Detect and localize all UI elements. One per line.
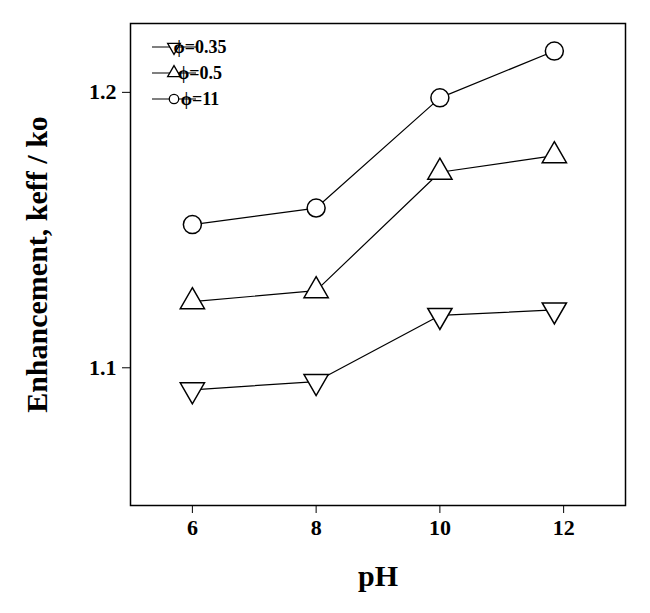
svg-text:ϕ=11: ϕ=11 bbox=[181, 89, 220, 109]
svg-text:12: 12 bbox=[553, 515, 575, 540]
svg-text:8: 8 bbox=[311, 515, 322, 540]
svg-text:Enhancement, keff / ko: Enhancement, keff / ko bbox=[20, 116, 53, 413]
svg-text:1.2: 1.2 bbox=[89, 79, 117, 104]
svg-text:6: 6 bbox=[187, 515, 198, 540]
svg-text:ϕ=0.35: ϕ=0.35 bbox=[174, 37, 227, 57]
svg-text:1.1: 1.1 bbox=[89, 355, 117, 380]
svg-text:10: 10 bbox=[429, 515, 451, 540]
svg-text:pH: pH bbox=[358, 559, 398, 592]
svg-text:ϕ=0.5: ϕ=0.5 bbox=[178, 63, 222, 83]
